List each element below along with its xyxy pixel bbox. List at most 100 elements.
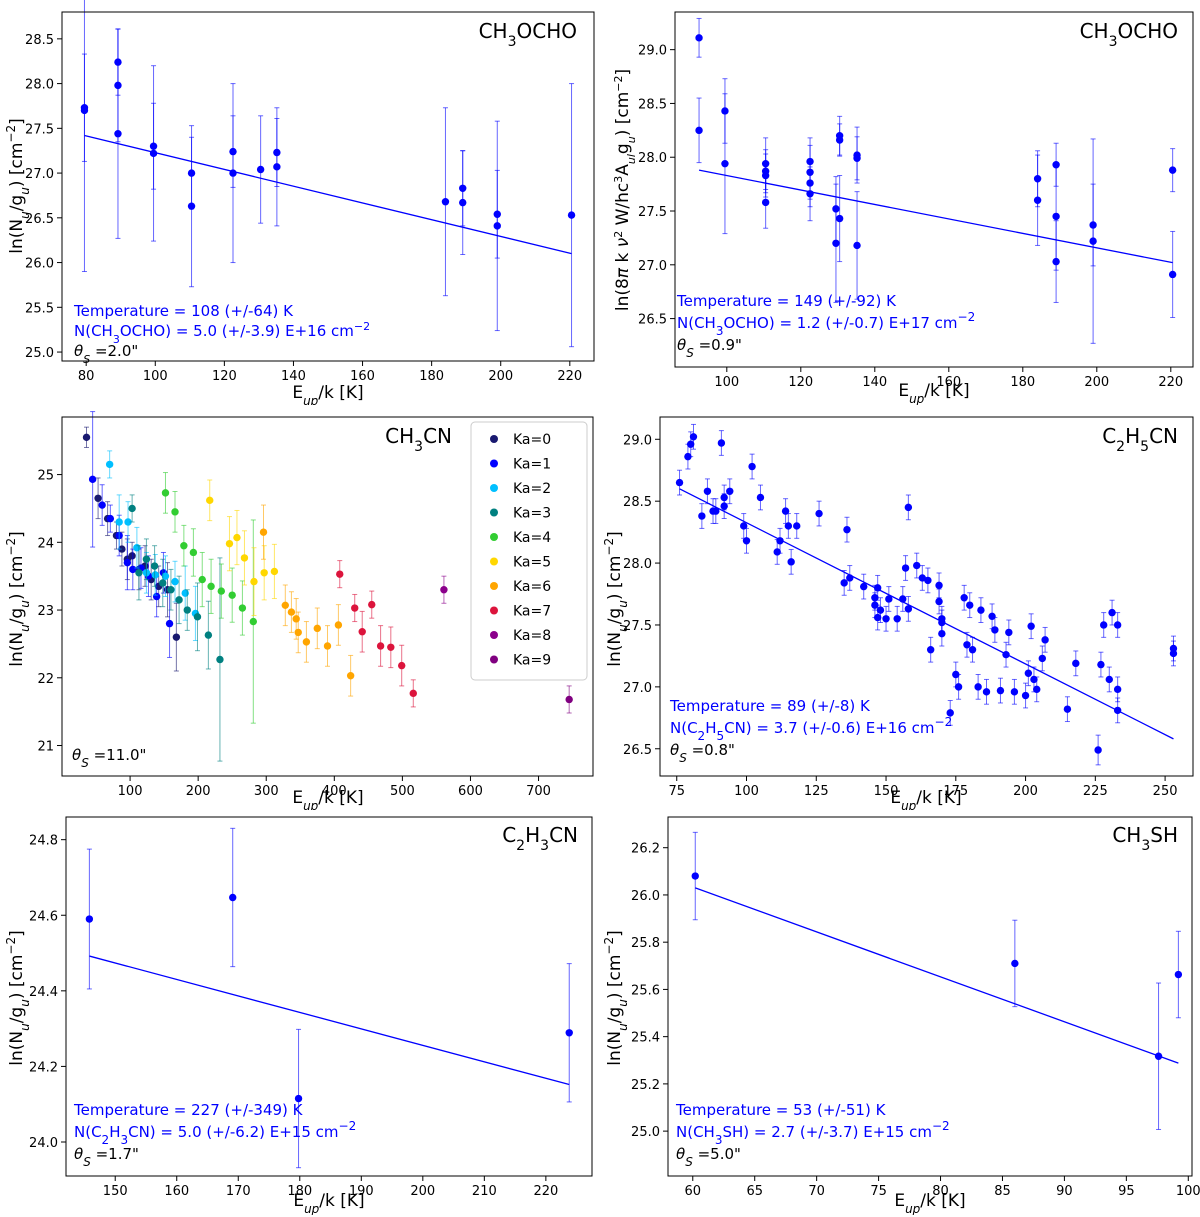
chart-svg: 80 100 120 140 160 180 200 220 25.0 25.5 26.0 26.5 2…	[4, 0, 595, 405]
data-point	[675, 478, 684, 487]
data-point	[684, 452, 692, 461]
data-point	[105, 460, 114, 469]
data-point	[270, 567, 279, 576]
data-point	[773, 548, 781, 556]
data-point	[1072, 659, 1080, 668]
data-point	[336, 570, 344, 578]
data-point	[1097, 660, 1105, 669]
y-tick-label: 24.8	[29, 834, 58, 849]
data-point	[1024, 669, 1033, 677]
legend-label: Ka=4	[513, 530, 551, 546]
x-tick-label: 100	[143, 369, 168, 384]
data-point	[721, 159, 729, 168]
x-tick-label: 150	[103, 1184, 128, 1199]
chart-panel-ch3ocho-left: 80 100 120 140 160 180 200 220 25.0 25.5 26.0 26.5 2…	[0, 0, 600, 405]
chart-svg: 75 100 125 150 175 200 225 250 26.5 27.0 27.5 28.0 2…	[602, 416, 1194, 810]
x-tick-label: 600	[458, 784, 483, 799]
data-point	[996, 686, 1005, 695]
x-tick-label: 150	[874, 784, 899, 799]
x-tick-label: 210	[472, 1184, 497, 1199]
chart-panel-c2h3cn: 150 160 170 180 190 200 210 220 24.0 24.2 24.4 24.6…	[0, 810, 600, 1215]
y-axis-label: ln(Nu/gu) [cm−2]	[602, 531, 630, 667]
x-tick-label: 175	[943, 784, 968, 799]
chart-panel-ch3cn: 100 200 300 400 500 600 700 21 22 23 24 25 CH3CN Eu…	[0, 405, 600, 810]
data-point	[1063, 705, 1072, 713]
annotation-temperature: Temperature = 89 (+/-8) K	[669, 697, 871, 715]
data-point	[860, 582, 868, 591]
data-point	[149, 149, 158, 158]
y-tick-label: 25.8	[631, 936, 660, 951]
chart-title: CH3SH	[1112, 823, 1178, 854]
x-tick-label: 160	[936, 375, 961, 390]
y-tick-label: 23	[37, 604, 54, 619]
data-point	[991, 626, 999, 634]
fit-line	[695, 887, 1179, 1064]
axis-ticks: 150 160 170 180 190 200 210 220 24.0 24.2 24.4 24.6…	[29, 834, 558, 1199]
y-tick-label: 27.0	[25, 167, 54, 182]
data-point	[835, 136, 844, 144]
legend-marker	[490, 631, 498, 639]
data-point	[1113, 685, 1122, 694]
chart-marks	[691, 831, 1183, 1130]
data-point	[1089, 237, 1097, 245]
data-point	[698, 512, 706, 520]
y-tick-label: 27.5	[623, 619, 652, 634]
y-tick-label: 27.5	[25, 122, 54, 137]
y-tick-label: 25.0	[631, 1125, 660, 1140]
x-tick-label: 190	[349, 1184, 374, 1199]
legend-label: Ka=1	[513, 457, 551, 473]
data-point	[1113, 706, 1122, 715]
data-point	[832, 239, 840, 247]
legend-box	[470, 421, 588, 681]
annotation-source-size: θS =2.0"	[74, 342, 138, 366]
x-tick-label: 200	[186, 784, 211, 799]
legend-label: Ka=3	[513, 506, 551, 522]
data-point	[161, 489, 170, 497]
data-point	[1052, 212, 1060, 221]
legend-marker	[490, 582, 498, 590]
legend-marker	[490, 655, 498, 664]
legend-label: Ka=9	[513, 653, 551, 669]
data-point	[784, 522, 793, 530]
data-point	[187, 202, 196, 210]
legend: Ka=0 Ka=1 Ka=2 Ka=3 Ka=4 Ka=5 Ka=6 Ka=7 Ka=8 Ka=9	[470, 421, 588, 681]
data-point	[217, 587, 225, 595]
data-point	[885, 595, 893, 603]
data-point	[233, 533, 241, 542]
plot-frame	[65, 816, 593, 1177]
data-point	[1168, 270, 1177, 279]
data-point	[761, 198, 770, 207]
x-tick-label: 200	[1084, 375, 1109, 390]
data-point	[963, 641, 971, 649]
data-point	[1030, 675, 1038, 684]
chart-marks	[675, 423, 1178, 766]
data-point	[977, 606, 985, 614]
chart-svg: 100 120 140 160 180 200 220 26.5 27.0 27.5 28.0 28.…	[612, 11, 1194, 405]
chart-title: CH3OCHO	[479, 19, 577, 50]
x-tick-label: 180	[287, 1184, 312, 1199]
data-point	[323, 642, 332, 650]
data-point	[924, 576, 932, 585]
data-point	[742, 537, 751, 545]
y-axis-label: ln(Nu/gu) [cm−2]	[602, 930, 630, 1066]
x-tick-label: 80	[932, 1184, 949, 1199]
x-tick-label: 120	[788, 375, 813, 390]
data-point	[171, 508, 179, 516]
y-tick-label: 25.2	[631, 1078, 660, 1093]
data-point	[88, 475, 97, 484]
data-point	[142, 555, 151, 563]
data-point	[198, 575, 206, 584]
x-tick-label: 100	[1176, 1184, 1200, 1199]
data-point	[781, 507, 790, 515]
data-point	[85, 915, 94, 923]
data-point	[229, 169, 237, 177]
data-point	[567, 211, 576, 219]
data-point	[249, 617, 257, 626]
data-point	[82, 433, 91, 442]
data-point	[118, 545, 126, 553]
y-tick-label: 26.0	[631, 889, 660, 904]
data-point	[853, 154, 861, 163]
y-tick-label: 25.4	[631, 1031, 660, 1046]
data-point	[175, 596, 183, 604]
data-point	[123, 558, 132, 567]
